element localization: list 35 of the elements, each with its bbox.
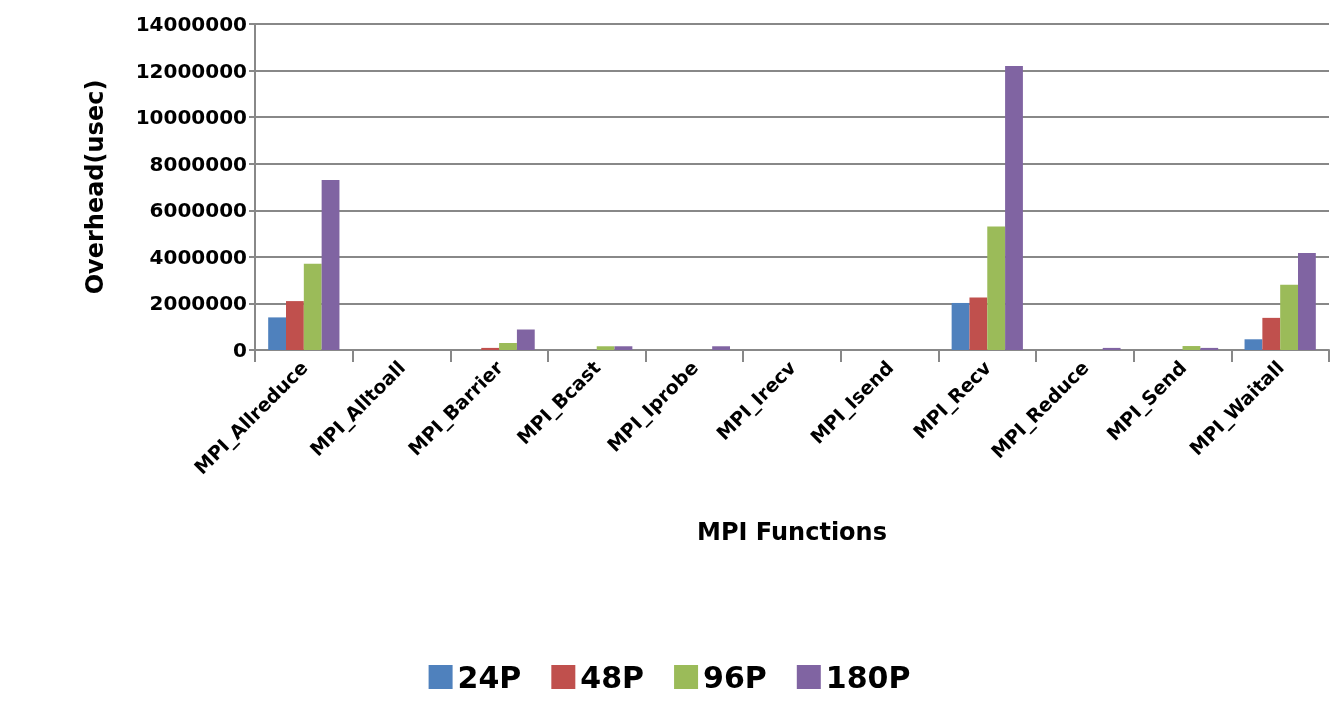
bar [516,329,535,350]
y-tick-label: 2000000 [149,291,247,316]
bar [499,343,517,350]
bar [481,347,500,350]
bar [596,346,615,350]
bar [1182,346,1201,350]
bar [614,346,633,350]
bar [1298,252,1316,350]
bar [712,346,730,350]
legend-label: 48P [580,659,645,695]
y-tick-label: 10000000 [135,105,247,130]
bar [1244,339,1263,350]
bar [1200,347,1219,350]
x-axis-title: MPI Functions [697,518,887,546]
y-tick-label: 6000000 [149,198,247,223]
bar [1102,347,1121,350]
bar [987,226,1006,350]
y-tick-label: 4000000 [149,244,247,269]
bar [321,180,340,350]
bar [1262,317,1281,350]
bar [969,297,988,350]
bar [268,317,286,350]
bar [303,263,322,350]
bar [1280,284,1298,350]
y-tick-label: 12000000 [135,58,247,83]
y-tick-label: 0 [233,338,247,362]
y-tick-label: 8000000 [149,151,247,176]
legend-label: 24P [457,659,522,695]
bar [951,302,970,350]
legend-label: 96P [703,659,767,695]
bar [286,301,304,350]
y-axis-title: Overhead(usec) [81,79,109,295]
y-tick-label: 14000000 [135,12,247,36]
bar [1005,65,1023,350]
legend-label: 180P [825,659,911,695]
